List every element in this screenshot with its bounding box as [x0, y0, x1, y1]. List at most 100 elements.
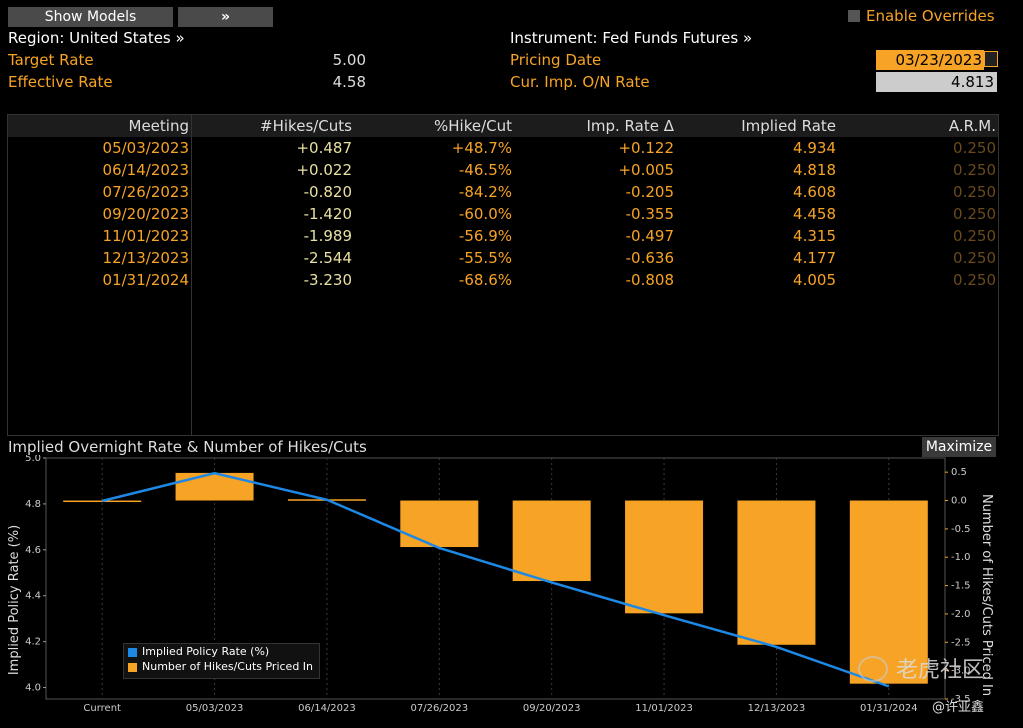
expand-button[interactable]: »	[178, 7, 273, 27]
col-meeting[interactable]: Meeting	[128, 117, 189, 135]
col-arm[interactable]: A.R.M.	[948, 117, 996, 135]
y2-axis-title: Number of Hikes/Cuts Priced In	[979, 494, 994, 696]
hikes-bar[interactable]	[737, 500, 816, 645]
meeting-cell: 12/13/2023	[102, 249, 189, 267]
implied-cell: 4.315	[793, 227, 836, 245]
implied-cell: 4.818	[793, 161, 836, 179]
pct-cell: -55.5%	[458, 249, 512, 267]
y-tick-label: 4.4	[25, 591, 41, 602]
y-tick-label: 4.2	[25, 637, 41, 648]
legend-line-swatch	[128, 648, 137, 657]
instrument-selector[interactable]: Instrument: Fed Funds Futures »	[510, 29, 753, 47]
delta-cell: -0.636	[625, 249, 674, 267]
legend-line-label: Implied Policy Rate (%)	[142, 645, 270, 658]
col-pct[interactable]: %Hike/Cut	[434, 117, 512, 135]
y-axis-title: Implied Policy Rate (%)	[7, 525, 22, 675]
enable-overrides-checkbox[interactable]	[848, 10, 860, 22]
table-row[interactable]: 11/01/2023 -1.989 -56.9% -0.497 4.315 0.250	[8, 225, 998, 247]
pricing-date-input[interactable]: 03/23/2023	[876, 50, 984, 70]
table-row[interactable]: 12/13/2023 -2.544 -55.5% -0.636 4.177 0.250	[8, 247, 998, 269]
implied-cell: 4.177	[793, 249, 836, 267]
table-row[interactable]: 01/31/2024 -3.230 -68.6% -0.808 4.005 0.250	[8, 269, 998, 291]
implied-rate-line[interactable]	[101, 471, 890, 688]
hikes-cell: -0.820	[303, 183, 352, 201]
imp-on-rate-value: 4.813	[876, 72, 997, 92]
table-row[interactable]: 05/03/2023 +0.487 +48.7% +0.122 4.934 0.250	[8, 137, 998, 159]
tiger-logo-icon	[858, 656, 888, 682]
hikes-bar[interactable]	[175, 472, 254, 501]
target-rate-label: Target Rate	[8, 51, 94, 69]
pct-cell: -84.2%	[458, 183, 512, 201]
x-tick-label: 05/03/2023	[186, 703, 244, 714]
maximize-button[interactable]: Maximize	[922, 437, 996, 457]
pct-cell: -68.6%	[458, 271, 512, 289]
y-tick-label: 5.0	[25, 455, 41, 464]
y2-tick-label: -1.0	[951, 552, 971, 563]
hikes-cell: -1.989	[303, 227, 352, 245]
x-tick-label: 11/01/2023	[635, 703, 693, 714]
show-models-button[interactable]: Show Models	[8, 7, 173, 27]
column-divider	[191, 115, 192, 435]
delta-cell: -0.205	[625, 183, 674, 201]
calendar-icon[interactable]	[984, 51, 998, 67]
y2-tick-label: -3.5	[951, 694, 971, 705]
implied-cell: 4.458	[793, 205, 836, 223]
implied-cell: 4.005	[793, 271, 836, 289]
col-hikes[interactable]: #Hikes/Cuts	[260, 117, 352, 135]
rate-chart: Implied Policy Rate (%) Number of Hikes/…	[7, 455, 994, 714]
meeting-cell: 07/26/2023	[102, 183, 189, 201]
x-tick-label: 09/20/2023	[523, 703, 581, 714]
effective-rate-value: 4.58	[332, 73, 366, 91]
hikes-cell: +0.022	[296, 161, 352, 179]
table-row[interactable]: 07/26/2023 -0.820 -84.2% -0.205 4.608 0.250	[8, 181, 998, 203]
chart-title: Implied Overnight Rate & Number of Hikes…	[8, 438, 367, 456]
col-implied[interactable]: Implied Rate	[741, 117, 836, 135]
enable-overrides-label[interactable]: Enable Overrides	[866, 7, 995, 25]
meeting-cell: 11/01/2023	[102, 227, 189, 245]
table-row[interactable]: 06/14/2023 +0.022 -46.5% +0.005 4.818 0.250	[8, 159, 998, 181]
pct-cell: -56.9%	[458, 227, 512, 245]
pct-cell: -60.0%	[458, 205, 512, 223]
y2-tick-label: -2.5	[951, 637, 971, 648]
table-row[interactable]: 09/20/2023 -1.420 -60.0% -0.355 4.458 0.250	[8, 203, 998, 225]
hikes-bar[interactable]	[63, 500, 142, 503]
arm-cell: 0.250	[953, 205, 996, 223]
x-tick-label: 01/31/2024	[860, 703, 918, 714]
effective-rate-label: Effective Rate	[8, 73, 113, 91]
arm-cell: 0.250	[953, 183, 996, 201]
meeting-cell: 06/14/2023	[102, 161, 189, 179]
region-selector[interactable]: Region: United States »	[8, 29, 185, 47]
hikes-bar[interactable]	[400, 500, 479, 548]
arm-cell: 0.250	[953, 227, 996, 245]
x-tick-label: 06/14/2023	[298, 703, 356, 714]
hikes-bar[interactable]	[849, 500, 928, 684]
delta-cell: -0.497	[625, 227, 674, 245]
delta-cell: +0.005	[618, 161, 674, 179]
delta-cell: -0.808	[625, 271, 674, 289]
delta-cell: +0.122	[618, 139, 674, 157]
watermark-brand: 老虎社区	[896, 658, 985, 683]
delta-cell: -0.355	[625, 205, 674, 223]
y2-tick-label: -2.0	[951, 609, 971, 620]
plot-frame	[45, 457, 946, 700]
col-delta[interactable]: Imp. Rate Δ	[586, 117, 674, 135]
implied-cell: 4.934	[793, 139, 836, 157]
arm-cell: 0.250	[953, 139, 996, 157]
hikes-bar[interactable]	[512, 500, 591, 582]
implied-cell: 4.608	[793, 183, 836, 201]
x-tick-label: 07/26/2023	[410, 703, 468, 714]
meeting-cell: 09/20/2023	[102, 205, 189, 223]
pct-cell: +48.7%	[451, 139, 512, 157]
x-tick-label: Current	[83, 703, 121, 714]
y2-tick-label: -3.0	[951, 666, 971, 677]
watermark-author: @许亚鑫	[932, 700, 985, 715]
hikes-bar[interactable]	[625, 500, 704, 614]
table-header: Meeting #Hikes/Cuts %Hike/Cut Imp. Rate …	[8, 115, 998, 137]
hikes-cell: -1.420	[303, 205, 352, 223]
target-rate-value: 5.00	[332, 51, 366, 69]
hikes-cell: -3.230	[303, 271, 352, 289]
meetings-table: Meeting #Hikes/Cuts %Hike/Cut Imp. Rate …	[7, 114, 999, 436]
meeting-cell: 05/03/2023	[102, 139, 189, 157]
y2-tick-label: -0.5	[951, 524, 971, 535]
chart-legend: Implied Policy Rate (%) Number of Hikes/…	[123, 643, 320, 679]
